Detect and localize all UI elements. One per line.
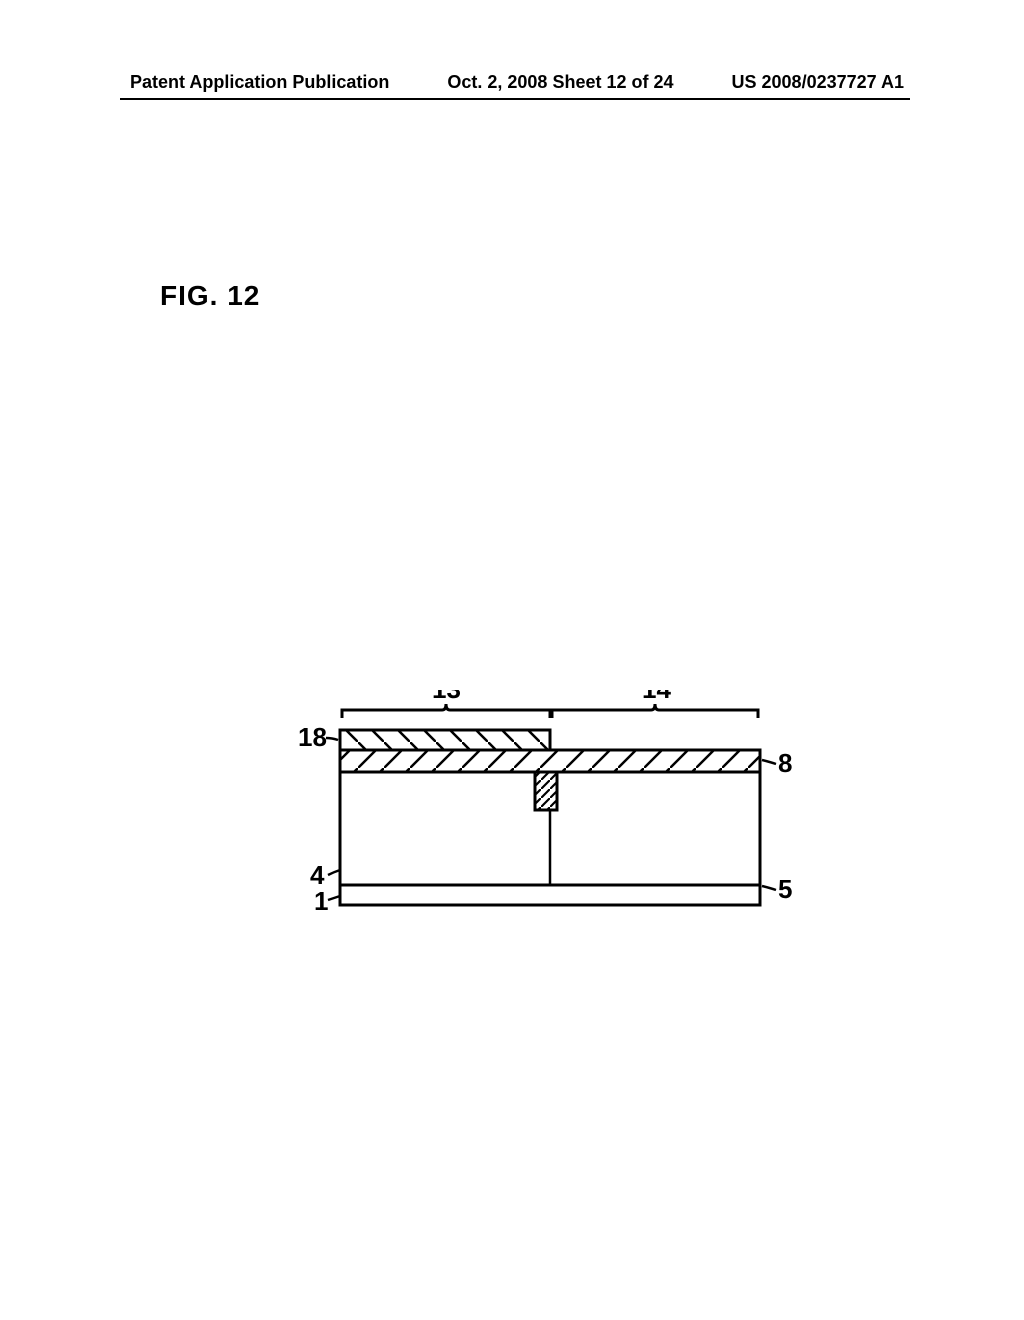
svg-text:8: 8: [778, 748, 792, 778]
ref-1: 1: [314, 886, 340, 916]
page-header: Patent Application Publication Oct. 2, 2…: [0, 72, 1024, 93]
ref-8: 8: [762, 748, 792, 778]
svg-text:5: 5: [778, 874, 792, 904]
header-rule: [120, 98, 910, 100]
plug: [535, 772, 557, 810]
ref-18: 18: [298, 722, 338, 752]
patent-figure: 13 14 18 4 1: [280, 690, 800, 970]
figure-label: FIG. 12: [160, 280, 260, 312]
ref-5: 5: [762, 874, 792, 904]
header-left: Patent Application Publication: [130, 72, 389, 93]
region-label-14: 14: [642, 690, 671, 704]
svg-text:1: 1: [314, 886, 328, 916]
region-label-13: 13: [432, 690, 461, 704]
layer-8: [340, 750, 760, 772]
header-right: US 2008/0237727 A1: [732, 72, 904, 93]
header-center: Oct. 2, 2008 Sheet 12 of 24: [447, 72, 673, 93]
svg-text:18: 18: [298, 722, 327, 752]
region-brace-14: 14: [552, 690, 758, 718]
layer-18: [340, 730, 550, 750]
region-brace-13: 13: [342, 690, 550, 718]
